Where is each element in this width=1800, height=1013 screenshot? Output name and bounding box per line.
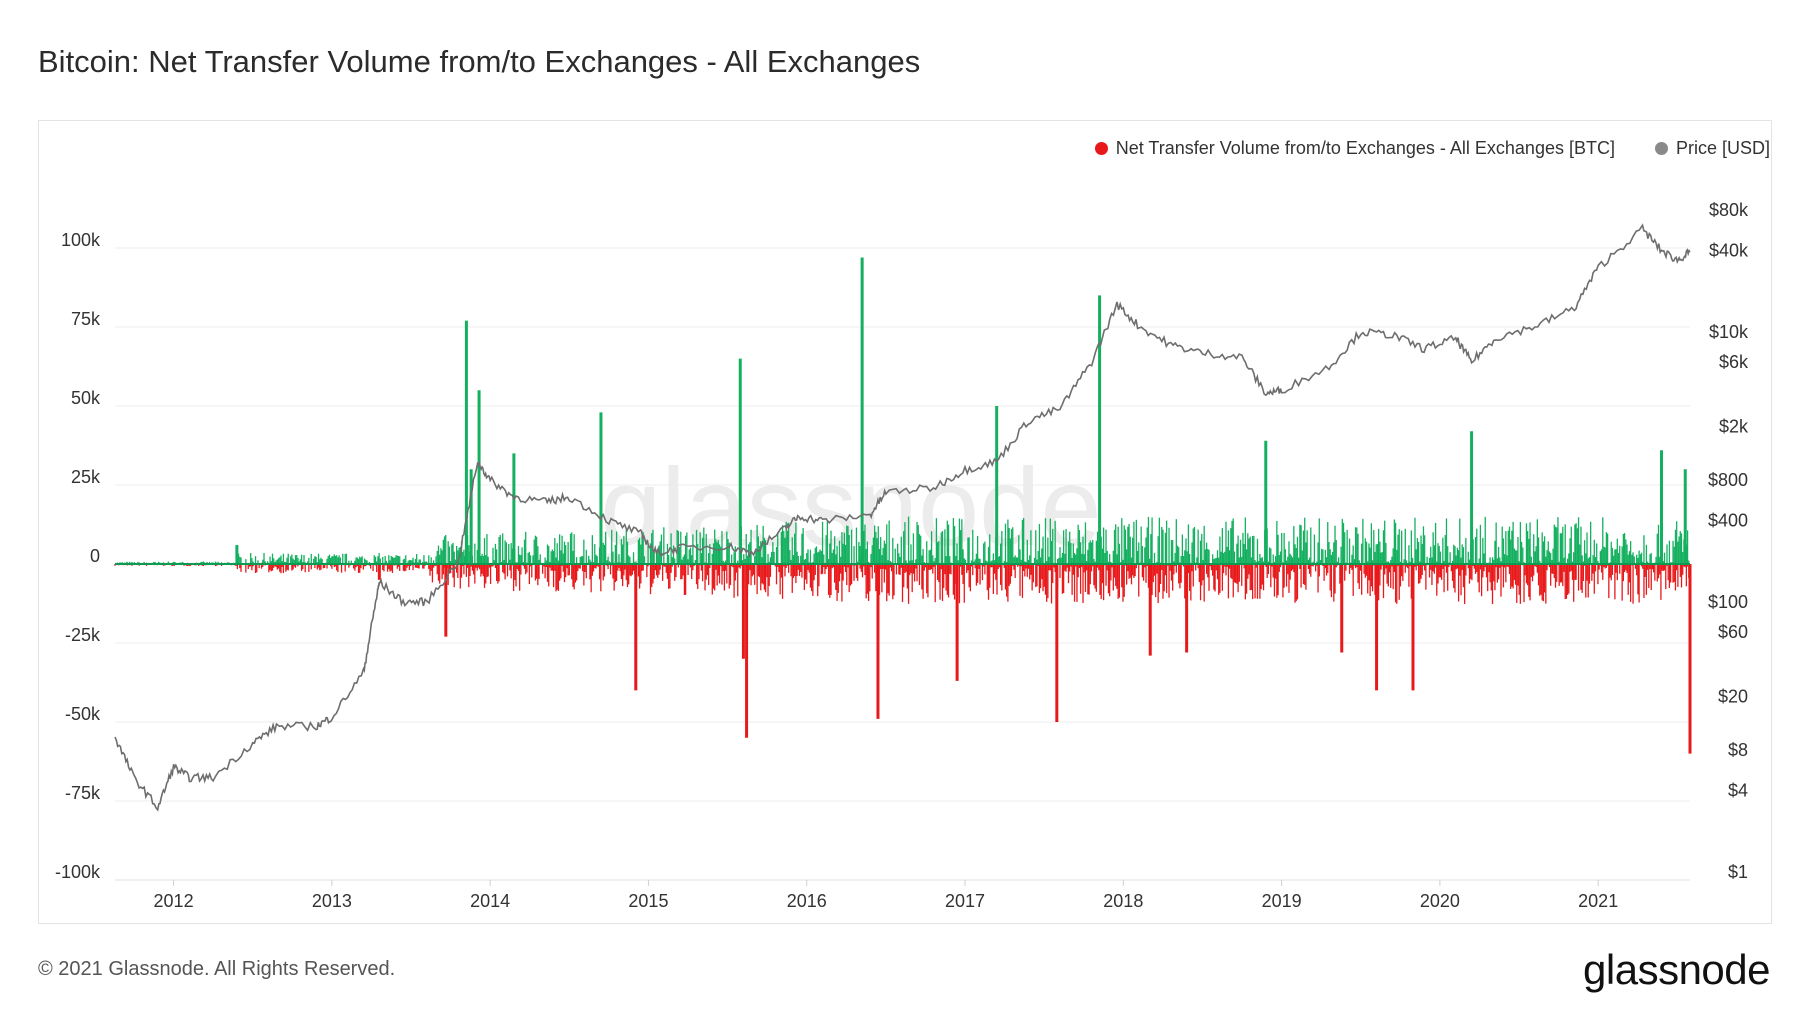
y-tick-label-left: 0 xyxy=(90,546,100,566)
x-tick-label: 2012 xyxy=(154,891,194,911)
y-tick-label-left: -25k xyxy=(65,625,101,645)
y-tick-label-left: 50k xyxy=(71,388,101,408)
y-tick-label-right: $10k xyxy=(1709,322,1749,342)
chart-frame xyxy=(38,120,1772,924)
chart-title: Bitcoin: Net Transfer Volume from/to Exc… xyxy=(38,44,921,79)
brand-logo: glassnode xyxy=(1583,946,1770,993)
y-tick-label-left: 75k xyxy=(71,309,101,329)
y-tick-label-right: $40k xyxy=(1709,241,1749,261)
y-tick-label-right: $100 xyxy=(1708,592,1748,612)
copyright-footer: © 2021 Glassnode. All Rights Reserved. xyxy=(38,958,396,980)
legend-item-price[interactable]: Price [USD] xyxy=(1654,138,1770,159)
y-tick-label-right: $8 xyxy=(1728,740,1748,760)
price-line xyxy=(114,223,1691,812)
y-tick-label-right: $800 xyxy=(1708,470,1748,490)
y-tick-label-right: $6k xyxy=(1719,352,1749,372)
y-tick-label-right: $60 xyxy=(1718,622,1748,642)
y-tick-label-right: $400 xyxy=(1708,511,1748,531)
y-tick-label-left: -50k xyxy=(65,704,101,724)
x-tick-label: 2015 xyxy=(628,891,668,911)
y-tick-label-left: -75k xyxy=(65,783,101,803)
legend-dot-net-transfer xyxy=(1094,142,1108,155)
legend: Net Transfer Volume from/to Exchanges - … xyxy=(1094,138,1770,159)
legend-label-price: Price [USD] xyxy=(1675,138,1770,158)
y-tick-label-right: $20 xyxy=(1718,686,1748,706)
y-tick-label-right: $4 xyxy=(1728,781,1748,801)
y-tick-label-left: -100k xyxy=(55,862,101,882)
legend-dot-price xyxy=(1654,142,1668,155)
x-tick-label: 2016 xyxy=(787,891,827,911)
x-tick-label: 2017 xyxy=(945,891,985,911)
legend-label-net-transfer: Net Transfer Volume from/to Exchanges - … xyxy=(1115,138,1615,158)
x-tick-label: 2021 xyxy=(1578,891,1618,911)
x-tick-label: 2013 xyxy=(312,891,352,911)
x-tick-label: 2019 xyxy=(1262,891,1302,911)
watermark-text: glassnode xyxy=(600,446,1102,569)
y-tick-label-right: $80k xyxy=(1709,200,1749,220)
y-tick-label-left: 100k xyxy=(61,230,101,250)
y-tick-label-left: 25k xyxy=(71,467,101,487)
legend-item-net-transfer[interactable]: Net Transfer Volume from/to Exchanges - … xyxy=(1094,138,1615,159)
y-tick-label-right: $1 xyxy=(1728,862,1748,882)
x-tick-label: 2014 xyxy=(470,891,510,911)
y-tick-label-right: $2k xyxy=(1719,416,1749,436)
x-tick-label: 2020 xyxy=(1420,891,1460,911)
x-tick-label: 2018 xyxy=(1103,891,1143,911)
